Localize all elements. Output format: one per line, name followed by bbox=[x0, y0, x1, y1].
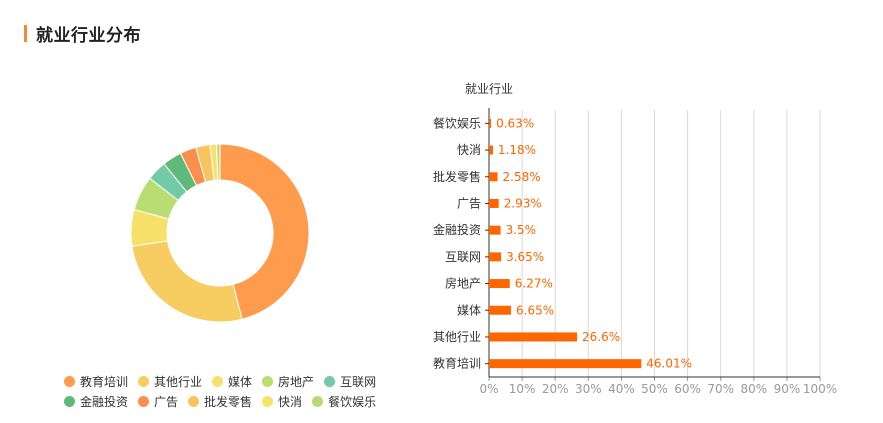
donut-slice[interactable] bbox=[215, 143, 221, 181]
legend-item[interactable]: 媒体 bbox=[212, 373, 252, 390]
legend-dot bbox=[188, 395, 200, 407]
bar[interactable] bbox=[489, 225, 501, 235]
donut-legend: 教育培训 其他行业 媒体 房地产 互联网 金融投资 广告 批发零售 快消 餐饮娱乐 bbox=[64, 371, 394, 411]
legend-item[interactable]: 金融投资 bbox=[64, 393, 128, 410]
legend-dot bbox=[138, 395, 150, 407]
legend-label: 金融投资 bbox=[80, 394, 129, 409]
x-tick-label: 50% bbox=[641, 382, 668, 396]
legend-dot bbox=[262, 375, 274, 387]
data-label: 26.6% bbox=[582, 330, 620, 344]
x-tick-label: 40% bbox=[608, 382, 635, 396]
legend-dot bbox=[212, 375, 224, 387]
legend-row: 金融投资 广告 批发零售 快消 餐饮娱乐 bbox=[64, 391, 394, 411]
category-label: 快消 bbox=[457, 143, 481, 157]
category-label: 互联网 bbox=[445, 250, 481, 264]
category-label: 房地产 bbox=[445, 276, 481, 291]
category-label: 其他行业 bbox=[433, 330, 481, 344]
x-tick-label: 80% bbox=[740, 382, 767, 396]
data-label: 3.65% bbox=[506, 250, 544, 264]
section-header: 就业行业分布 bbox=[24, 22, 141, 46]
bar[interactable] bbox=[489, 332, 578, 342]
data-label: 0.63% bbox=[496, 116, 534, 130]
data-label: 3.5% bbox=[506, 223, 536, 237]
legend-item[interactable]: 餐饮娱乐 bbox=[312, 393, 376, 410]
legend-label: 其他行业 bbox=[154, 374, 203, 389]
x-tick-label: 70% bbox=[707, 382, 734, 396]
legend-dot bbox=[312, 395, 324, 407]
legend-item[interactable]: 互联网 bbox=[324, 373, 376, 390]
legend-label: 快消 bbox=[278, 394, 303, 409]
bar[interactable] bbox=[489, 198, 499, 208]
donut-chart bbox=[130, 143, 310, 323]
legend-label: 房地产 bbox=[278, 374, 315, 389]
category-label: 媒体 bbox=[457, 303, 481, 317]
x-tick-label: 20% bbox=[542, 382, 569, 396]
bar[interactable] bbox=[489, 279, 510, 289]
category-label: 餐饮娱乐 bbox=[433, 115, 481, 130]
bar-chart-title: 就业行业 bbox=[465, 82, 513, 96]
legend-dot bbox=[64, 395, 75, 407]
bar[interactable] bbox=[489, 145, 493, 155]
bar[interactable] bbox=[489, 359, 642, 369]
bar[interactable] bbox=[489, 172, 498, 182]
legend-label: 广告 bbox=[154, 394, 179, 409]
x-tick-label: 10% bbox=[509, 382, 536, 396]
category-label: 金融投资 bbox=[433, 222, 481, 237]
legend-item[interactable]: 教育培训 bbox=[64, 373, 128, 390]
legend-label: 批发零售 bbox=[204, 394, 253, 409]
data-label: 1.18% bbox=[498, 143, 536, 157]
legend-label: 教育培训 bbox=[80, 374, 129, 389]
bar[interactable] bbox=[489, 305, 512, 315]
legend-item[interactable]: 批发零售 bbox=[188, 393, 252, 410]
bar[interactable] bbox=[489, 118, 492, 128]
x-tick-label: 0% bbox=[479, 382, 498, 396]
x-tick-label: 100% bbox=[803, 382, 837, 396]
legend-dot bbox=[324, 375, 336, 387]
legend-dot bbox=[262, 395, 274, 407]
data-label: 2.93% bbox=[504, 196, 542, 210]
legend-item[interactable]: 广告 bbox=[138, 393, 178, 410]
legend-label: 媒体 bbox=[228, 374, 253, 389]
legend-label: 餐饮娱乐 bbox=[328, 394, 377, 409]
data-label: 6.27% bbox=[515, 277, 553, 291]
category-label: 教育培训 bbox=[433, 356, 481, 371]
legend-item[interactable]: 快消 bbox=[262, 393, 302, 410]
legend-item[interactable]: 其他行业 bbox=[138, 373, 202, 390]
bar[interactable] bbox=[489, 252, 502, 262]
data-label: 6.65% bbox=[516, 303, 554, 317]
header-accent-bar bbox=[24, 24, 27, 42]
category-label: 广告 bbox=[457, 196, 481, 210]
legend-row: 教育培训 其他行业 媒体 房地产 互联网 bbox=[64, 371, 394, 391]
legend-label: 互联网 bbox=[340, 374, 377, 389]
page-title: 就业行业分布 bbox=[36, 25, 141, 46]
data-label: 46.01% bbox=[646, 357, 692, 371]
category-label: 批发零售 bbox=[433, 169, 481, 184]
data-label: 2.58% bbox=[503, 170, 541, 184]
donut-slice[interactable] bbox=[219, 143, 310, 320]
legend-item[interactable]: 房地产 bbox=[262, 373, 314, 390]
x-tick-label: 60% bbox=[674, 382, 701, 396]
legend-dot bbox=[138, 375, 150, 387]
legend-dot bbox=[64, 375, 75, 387]
x-tick-label: 30% bbox=[575, 382, 602, 396]
x-tick-label: 90% bbox=[774, 382, 801, 396]
